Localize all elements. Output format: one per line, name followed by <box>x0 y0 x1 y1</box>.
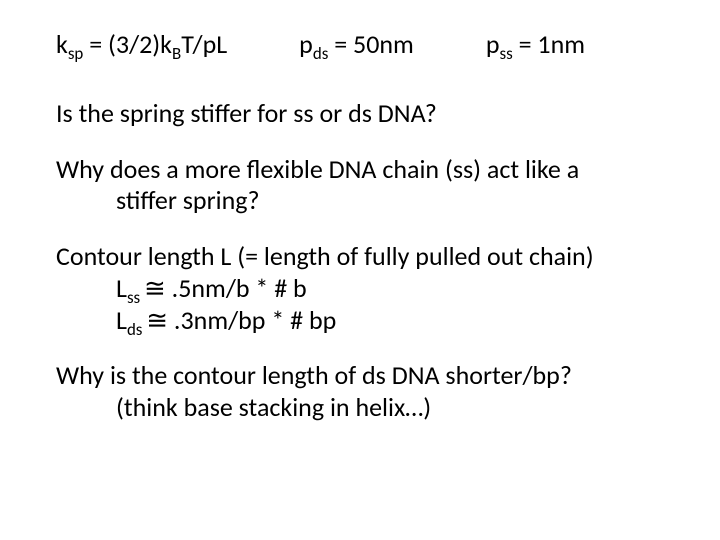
ksp-tail: T/pL <box>181 28 227 60</box>
lss-approx: ≅ <box>144 273 166 303</box>
contour-lss: Lss ≅ .5nm/b * # b <box>56 273 680 305</box>
contour-intro: Contour length L (= length of fully pull… <box>56 241 680 273</box>
ksp-k: k <box>56 28 68 60</box>
ksp-sub2: B <box>172 43 181 64</box>
pss-p: p <box>486 28 500 60</box>
formula-pss: pss = 1nm <box>486 28 585 60</box>
pds-sub: ds <box>313 43 328 64</box>
q2-line2: stiffer spring? <box>56 185 680 217</box>
lds-L: L <box>116 304 127 336</box>
ksp-mid: = (3/2)k <box>83 28 172 60</box>
formula-pds: pds = 50nm <box>299 28 414 60</box>
lss-L: L <box>116 272 127 304</box>
pds-p: p <box>299 28 313 60</box>
q3-line1: Why is the contour length of ds DNA shor… <box>56 360 680 392</box>
q2-line1: Why does a more flexible DNA chain (ss) … <box>56 154 680 186</box>
contour-lds: Lds ≅ .3nm/bp * # bp <box>56 305 680 337</box>
contour-block: Contour length L (= length of fully pull… <box>56 241 680 336</box>
q3-line2: (think base stacking in helix…) <box>56 392 680 424</box>
question-2: Why does a more flexible DNA chain (ss) … <box>56 154 680 217</box>
ksp-sub: sp <box>68 43 83 64</box>
lds-sub: ds <box>127 319 146 340</box>
pss-sub: ss <box>500 43 513 64</box>
formula-row: ksp = (3/2)kBT/pL pds = 50nm pss = 1nm <box>56 28 680 60</box>
lds-tail: .3nm/bp * # bp <box>168 304 336 336</box>
formula-ksp: ksp = (3/2)kBT/pL <box>56 28 227 60</box>
slide-content: ksp = (3/2)kBT/pL pds = 50nm pss = 1nm I… <box>0 0 720 540</box>
question-1: Is the spring stiffer for ss or ds DNA? <box>56 98 680 130</box>
question-3: Why is the contour length of ds DNA shor… <box>56 360 680 423</box>
lds-approx: ≅ <box>146 305 168 335</box>
pds-tail: = 50nm <box>328 28 414 60</box>
lss-tail: .5nm/b * # b <box>166 272 307 304</box>
pss-tail: = 1nm <box>513 28 585 60</box>
